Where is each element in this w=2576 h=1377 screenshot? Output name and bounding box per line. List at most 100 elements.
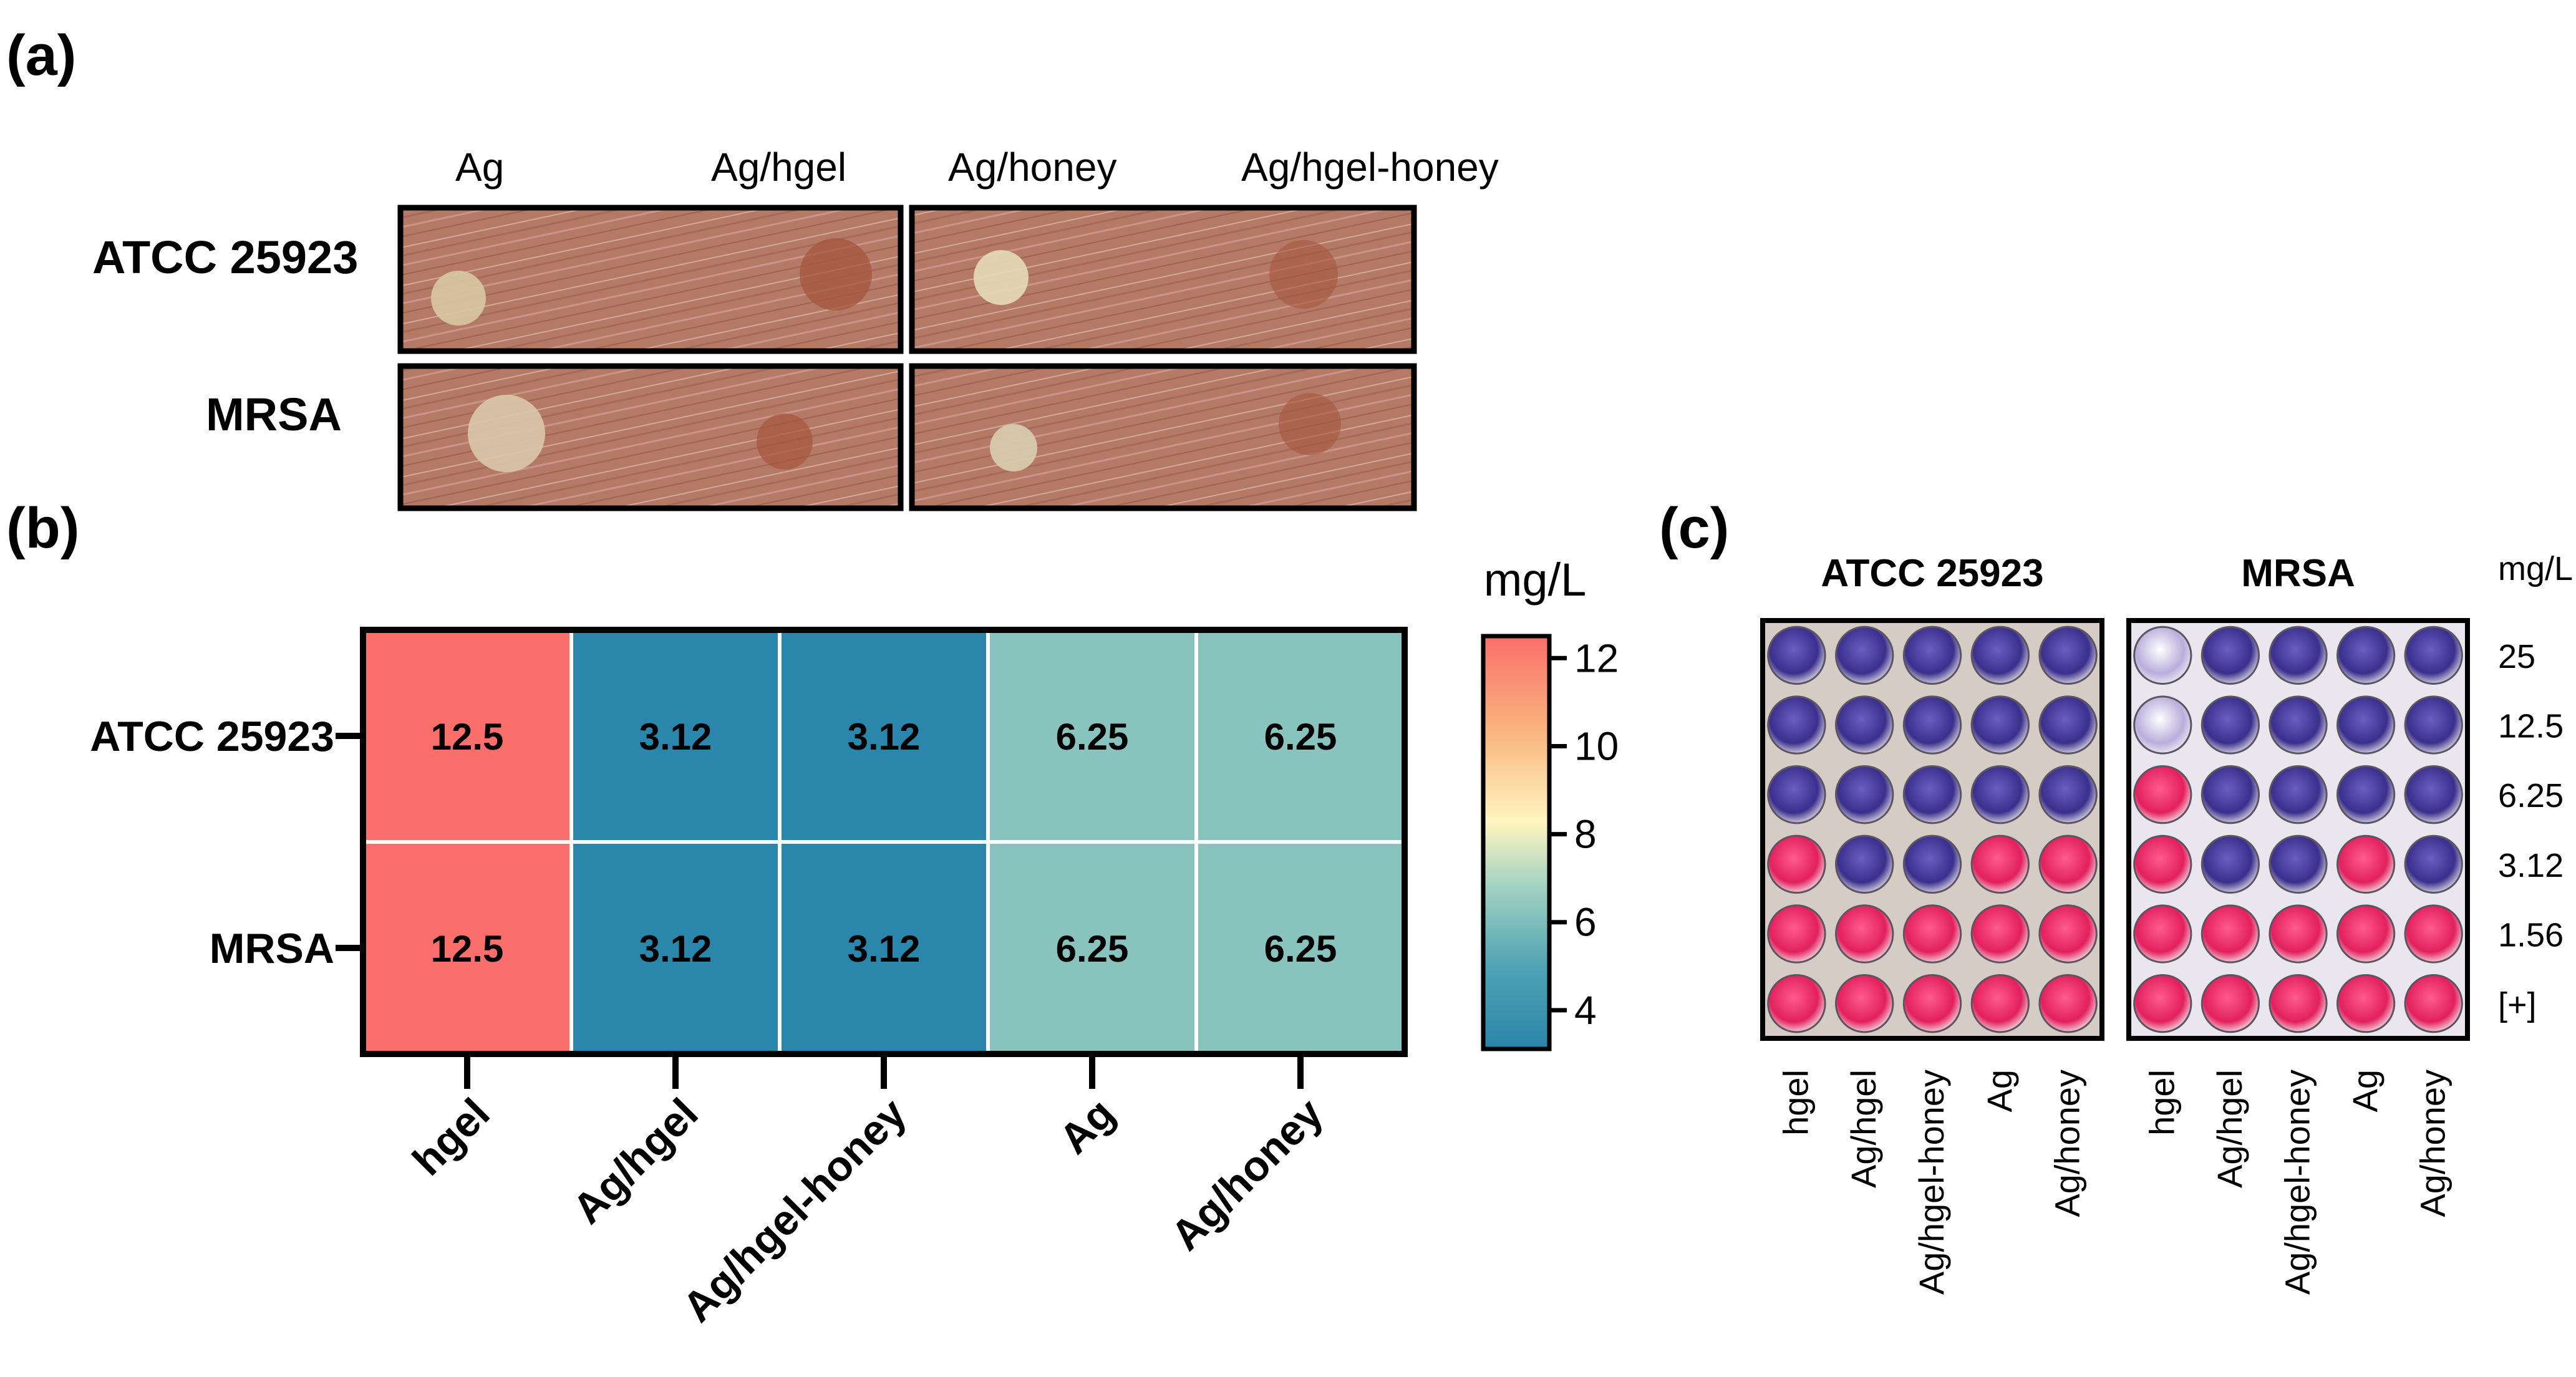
microplate-well xyxy=(1767,695,1826,755)
microplate-well xyxy=(2336,765,2396,824)
microplate-frame xyxy=(2126,618,2470,1041)
microplate-concentration-label: 12.5 xyxy=(2498,708,2564,745)
microplate-concentration-label: 3.12 xyxy=(2498,847,2564,884)
inhibition-zone-ag-hgel xyxy=(800,238,872,311)
heatmap-cell-label: 3.12 xyxy=(639,928,712,970)
microplate-well xyxy=(2201,904,2260,964)
heatmap-cell-label: 6.25 xyxy=(1056,716,1129,758)
panel-a-row-label-atcc: ATCC 25923 xyxy=(92,231,358,283)
heatmap-cell-label: 3.12 xyxy=(848,716,921,758)
microplate-column-label: Ag/honey xyxy=(2048,1070,2087,1217)
microplate-concentration-label: [+] xyxy=(2498,986,2537,1023)
heatmap-cell xyxy=(569,840,782,1056)
microplate-well xyxy=(1970,626,2030,685)
microplate-column-label: Ag/hgel xyxy=(2210,1070,2249,1188)
microplate-well xyxy=(2404,974,2463,1033)
microplate-well xyxy=(2133,626,2192,685)
agar-plate-mrsa-left xyxy=(397,363,904,511)
heatmap-row-label: ATCC 25923 xyxy=(90,713,334,760)
inhibition-zone-ag-hgel-honey-mrsa xyxy=(1279,393,1341,455)
microplate-well xyxy=(1835,695,1894,755)
heatmap-column-label: Ag xyxy=(1050,1090,1124,1163)
microplate-well xyxy=(2038,974,2098,1033)
microplate-well xyxy=(2336,974,2396,1033)
microplate-well xyxy=(2201,695,2260,755)
heatmap-column-label: Ag/hgel-honey xyxy=(674,1090,916,1331)
microplate-well xyxy=(1902,695,1962,755)
heatmap-cell-label: 6.25 xyxy=(1264,716,1337,758)
microplate-well xyxy=(2269,834,2328,894)
microplate-well xyxy=(2336,904,2396,964)
heatmap-cell-label: 12.5 xyxy=(431,928,504,970)
microplate-well xyxy=(1902,974,1962,1033)
microplate-well xyxy=(2269,904,2328,964)
heatmap: 12.5 3.12 3.12 6.25 6.25 12.5 3.12 3.12 6.25 6.25… xyxy=(90,627,1408,1331)
microplate-well xyxy=(2336,695,2396,755)
inhibition-zone-ag-hgel-mrsa xyxy=(757,413,813,470)
colorbar-tick-label: 6 xyxy=(1574,900,1597,945)
inhibition-zone-ag-mrsa xyxy=(468,395,545,472)
microplate-title: ATCC 25923 xyxy=(1821,552,2043,595)
panel-b-label: (b) xyxy=(6,496,79,560)
agar-plate-mrsa-right xyxy=(909,363,1417,511)
microplate-well xyxy=(1902,765,1962,824)
colorbar-tick-label: 10 xyxy=(1574,723,1619,768)
microplate-well xyxy=(2404,834,2463,894)
microplate-well xyxy=(1902,834,1962,894)
heatmap-cell-label: 6.25 xyxy=(1264,928,1337,970)
microplate-well xyxy=(2038,834,2098,894)
colorbar-tick-label: 12 xyxy=(1574,635,1619,680)
microplate-well xyxy=(2404,695,2463,755)
microplate-well xyxy=(1767,626,1826,685)
colorbar-gradient xyxy=(1481,634,1552,1051)
panel-a-row-label-mrsa: MRSA xyxy=(206,389,342,440)
heatmap-column-label: hgel xyxy=(404,1090,499,1185)
microplate-well xyxy=(2336,626,2396,685)
inhibition-zone-ag xyxy=(431,271,486,326)
colorbar-tick-label: 8 xyxy=(1574,812,1597,857)
microplate-column-label: Ag/honey xyxy=(2413,1070,2453,1217)
panel-a-label: (a) xyxy=(6,24,76,87)
heatmap-cell-label: 6.25 xyxy=(1056,928,1129,970)
heatmap-column-label: Ag/hgel xyxy=(564,1090,707,1233)
microplate-column-label: hgel xyxy=(2142,1070,2181,1136)
microplate-well xyxy=(1970,765,2030,824)
microplate-well xyxy=(2404,904,2463,964)
microplate-well xyxy=(1835,834,1894,894)
microplate-concentration-label: 25 xyxy=(2498,638,2535,675)
heatmap-cell-label: 12.5 xyxy=(431,716,504,758)
microplate-well xyxy=(1767,765,1826,824)
microplate-column-label: Ag/hgel xyxy=(1844,1070,1883,1188)
heatmap-cell xyxy=(986,840,1198,1056)
inhibition-zone-ag-honey xyxy=(974,250,1029,305)
microplate-concentration-label: 6.25 xyxy=(2498,777,2564,814)
microplate-unit-label: mg/L xyxy=(2498,550,2573,587)
microplate-concentration-label: 1.56 xyxy=(2498,917,2564,954)
microplate-well xyxy=(1835,904,1894,964)
microplate-well xyxy=(1767,834,1826,894)
heatmap-cell-label: 3.12 xyxy=(848,928,921,970)
microplate-well xyxy=(1970,904,2030,964)
microplate-column-label: hgel xyxy=(1776,1070,1815,1136)
microplate-well xyxy=(2404,626,2463,685)
heatmap-cell xyxy=(778,628,990,844)
microplate-well xyxy=(2133,904,2192,964)
microplate-title: MRSA xyxy=(2241,552,2355,595)
microplate-well xyxy=(1970,974,2030,1033)
microplate-column-label: Ag/hgel-honey xyxy=(2278,1070,2317,1295)
panel-a-col-label-ag-honey: Ag/honey xyxy=(948,145,1116,190)
microplate-well xyxy=(2269,626,2328,685)
microplate-well xyxy=(2133,765,2192,824)
microplate-well xyxy=(2201,834,2260,894)
panel-a-col-label-ag-hgel-honey: Ag/hgel-honey xyxy=(1241,145,1499,190)
heatmap-cell xyxy=(1194,628,1407,844)
microplate-well xyxy=(2133,834,2192,894)
colorbar-label: mg/L xyxy=(1484,554,1587,606)
microplate-column-label: Ag xyxy=(2345,1070,2385,1113)
inhibition-zone-ag-honey-mrsa xyxy=(990,424,1037,471)
microplate-well xyxy=(1835,626,1894,685)
microplate-well xyxy=(1902,904,1962,964)
microplate-well xyxy=(2201,974,2260,1033)
microplate-well xyxy=(1767,904,1826,964)
panel-c-label: (c) xyxy=(1659,496,1729,560)
